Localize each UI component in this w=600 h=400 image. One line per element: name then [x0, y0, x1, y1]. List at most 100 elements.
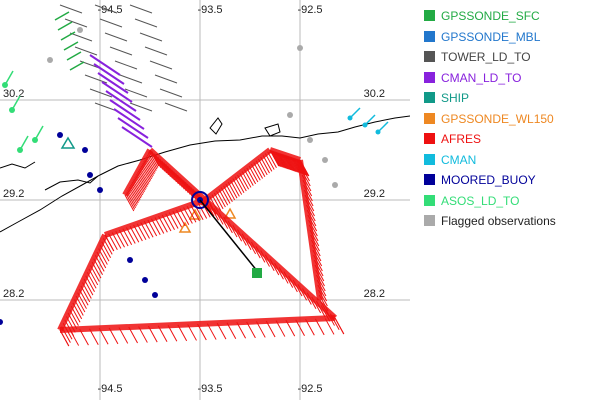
afres-wind-barb: [173, 171, 183, 188]
afres-wind-barb: [305, 204, 316, 222]
tower-wind-barb: [119, 74, 143, 84]
afres-wind-barb: [96, 251, 107, 269]
tower-wind-barb: [154, 74, 178, 84]
afres-wind-barb: [88, 268, 99, 286]
afres-wind-barb: [302, 288, 312, 305]
afres-wind-barb: [234, 176, 245, 194]
legend-item-ship: SHIP: [420, 88, 595, 109]
afres-wind-barb: [90, 265, 100, 282]
afres-wind-barb: [269, 258, 280, 276]
afres-wind-barb: [255, 160, 266, 177]
flagged-observation: [287, 112, 293, 118]
afres-wind-barb: [241, 233, 252, 250]
cman-ld-to-barb: [97, 72, 129, 94]
tower-wind-barb: [84, 74, 108, 84]
afres-wind-barb: [287, 155, 298, 173]
afres-wind-barb: [72, 302, 83, 320]
legend-swatch: [424, 133, 435, 145]
afres-wind-barb: [315, 269, 325, 287]
afres-wind-barb: [197, 323, 207, 341]
afres-wind-barb: [104, 234, 115, 252]
afres-wind-barb: [262, 155, 273, 172]
afres-wind-barb: [133, 224, 143, 242]
afres-wind-barb: [236, 322, 247, 339]
afres-wind-barb: [280, 153, 290, 170]
flagged-observation: [47, 57, 53, 63]
afres-wind-barb: [209, 203, 219, 221]
afres-wind-barb: [127, 189, 137, 207]
coastline-island-2: [264, 123, 281, 137]
afres-wind-barb: [135, 175, 145, 192]
afres-wind-barb: [241, 171, 252, 188]
cman-ld-to-barb: [113, 108, 145, 130]
legend-swatch: [424, 92, 435, 104]
afres-wind-barb: [131, 181, 142, 199]
afres-wind-barb: [118, 327, 129, 344]
gpssonde-wl150-marker: [223, 207, 237, 219]
afres-wind-barb: [282, 154, 293, 171]
afres-wind-barb: [202, 197, 213, 215]
afres-wind-barb: [318, 294, 329, 312]
tower-wind-barb: [144, 46, 168, 56]
afres-wind-barb: [324, 318, 335, 335]
afres-wind-barb: [227, 181, 238, 199]
afres-wind-barb: [306, 209, 317, 227]
afres-wind-barb: [278, 152, 288, 170]
moored-buoy-station: [87, 172, 93, 178]
flagged-observation: [297, 45, 303, 51]
afres-wind-barb: [334, 317, 345, 335]
coastline-bay: [44, 175, 99, 191]
afres-wind-barb: [288, 156, 299, 173]
tower-wind-barb: [69, 32, 93, 42]
afres-wind-barb: [227, 220, 238, 238]
coastline-island-1: [209, 117, 223, 135]
afres-wind-barb: [305, 319, 315, 336]
afres-wind-barb: [315, 300, 326, 318]
tower-wind-barb: [99, 18, 123, 28]
afres-wind-barb: [314, 318, 325, 336]
lon-tick-top-3: -92.5: [297, 4, 322, 16]
afres-wind-barb: [308, 224, 319, 242]
legend: GPSSONDE_SFC GPSSONDE_MBL TOWER_LD_TO CM…: [420, 6, 595, 232]
afres-wind-barb: [272, 150, 283, 168]
coastline-main: [0, 115, 410, 233]
afres-wind-barb: [246, 321, 256, 339]
legend-swatch: [424, 10, 435, 22]
afres-wind-barb: [130, 183, 141, 200]
afres-wind-barb: [246, 167, 257, 185]
afres-wind-barb: [303, 189, 314, 207]
afres-wind-barb: [329, 313, 340, 331]
afres-wind-barb: [74, 299, 84, 316]
station-map[interactable]: -94.5 -93.5 -92.5 -94.5 -93.5 -92.5 30.2…: [0, 0, 410, 400]
afres-wind-barb: [315, 274, 326, 292]
afres-wind-barb: [303, 184, 313, 202]
buoy-station-ring: [191, 191, 209, 209]
afres-wind-barb: [283, 271, 294, 288]
afres-wind-barb: [319, 299, 330, 317]
afres-wind-barb: [139, 167, 150, 184]
afres-wind-barb: [232, 225, 243, 242]
afres-wind-barb: [75, 295, 86, 313]
afres-wind-barb: [312, 249, 323, 267]
afres-wind-barb: [129, 226, 140, 243]
tower-wind-barb: [104, 32, 128, 42]
afres-wind-barb: [85, 275, 95, 292]
afres-wind-barb: [304, 194, 315, 212]
afres-wind-barb: [239, 172, 250, 190]
gpssonde-sfc-barb: [69, 61, 85, 71]
afres-wind-barb: [248, 165, 259, 183]
afres-wind-barb: [137, 172, 147, 189]
afres-wind-barb: [264, 153, 275, 170]
legend-label: CMAN: [441, 152, 477, 167]
afres-wind-barb: [179, 208, 190, 225]
afres-wind-barb: [171, 169, 181, 186]
moored-buoy-station: [152, 292, 158, 298]
afres-wind-barb: [115, 231, 125, 248]
afres-wind-barb: [260, 250, 270, 267]
legend-label: TOWER_LD_TO: [441, 50, 531, 64]
moored-buoy-station: [97, 187, 103, 193]
afres-wind-barb: [250, 164, 261, 181]
lat-tick-right-3: 28.2: [364, 288, 385, 300]
afres-wind-barb: [144, 159, 154, 176]
moored-buoy-station: [0, 319, 3, 325]
